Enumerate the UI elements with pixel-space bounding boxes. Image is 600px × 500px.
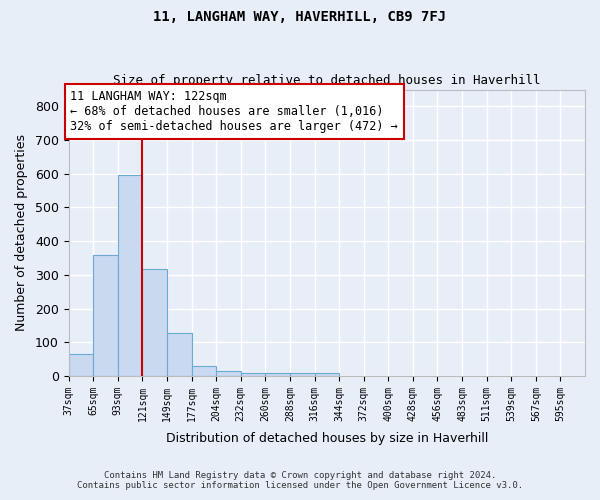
Text: Contains HM Land Registry data © Crown copyright and database right 2024.
Contai: Contains HM Land Registry data © Crown c… [77, 470, 523, 490]
Bar [241, 373, 265, 376]
Bar [142, 269, 167, 376]
Bar [290, 372, 314, 376]
Y-axis label: Number of detached properties: Number of detached properties [15, 134, 28, 331]
Text: 11, LANGHAM WAY, HAVERHILL, CB9 7FJ: 11, LANGHAM WAY, HAVERHILL, CB9 7FJ [154, 10, 446, 24]
Bar [314, 373, 339, 376]
Bar [68, 354, 93, 376]
X-axis label: Distribution of detached houses by size in Haverhill: Distribution of detached houses by size … [166, 432, 488, 445]
Bar [93, 256, 118, 376]
Bar [167, 333, 191, 376]
Bar [216, 371, 241, 376]
Bar [191, 366, 216, 376]
Title: Size of property relative to detached houses in Haverhill: Size of property relative to detached ho… [113, 74, 541, 87]
Text: 11 LANGHAM WAY: 122sqm
← 68% of detached houses are smaller (1,016)
32% of semi-: 11 LANGHAM WAY: 122sqm ← 68% of detached… [70, 90, 398, 133]
Bar [118, 176, 142, 376]
Bar [265, 372, 290, 376]
